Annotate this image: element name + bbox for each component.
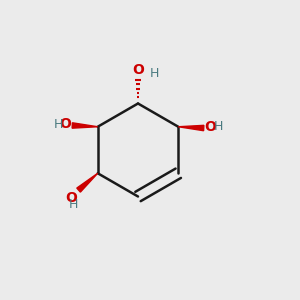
Text: O: O bbox=[205, 120, 217, 134]
Text: O: O bbox=[65, 191, 77, 205]
Text: O: O bbox=[132, 63, 144, 77]
Polygon shape bbox=[178, 125, 204, 131]
Text: H: H bbox=[53, 118, 63, 131]
Text: O: O bbox=[59, 117, 71, 131]
Polygon shape bbox=[72, 123, 98, 128]
Polygon shape bbox=[77, 173, 98, 192]
Text: H: H bbox=[149, 67, 159, 80]
Text: H: H bbox=[68, 198, 78, 211]
Text: H: H bbox=[214, 120, 223, 133]
